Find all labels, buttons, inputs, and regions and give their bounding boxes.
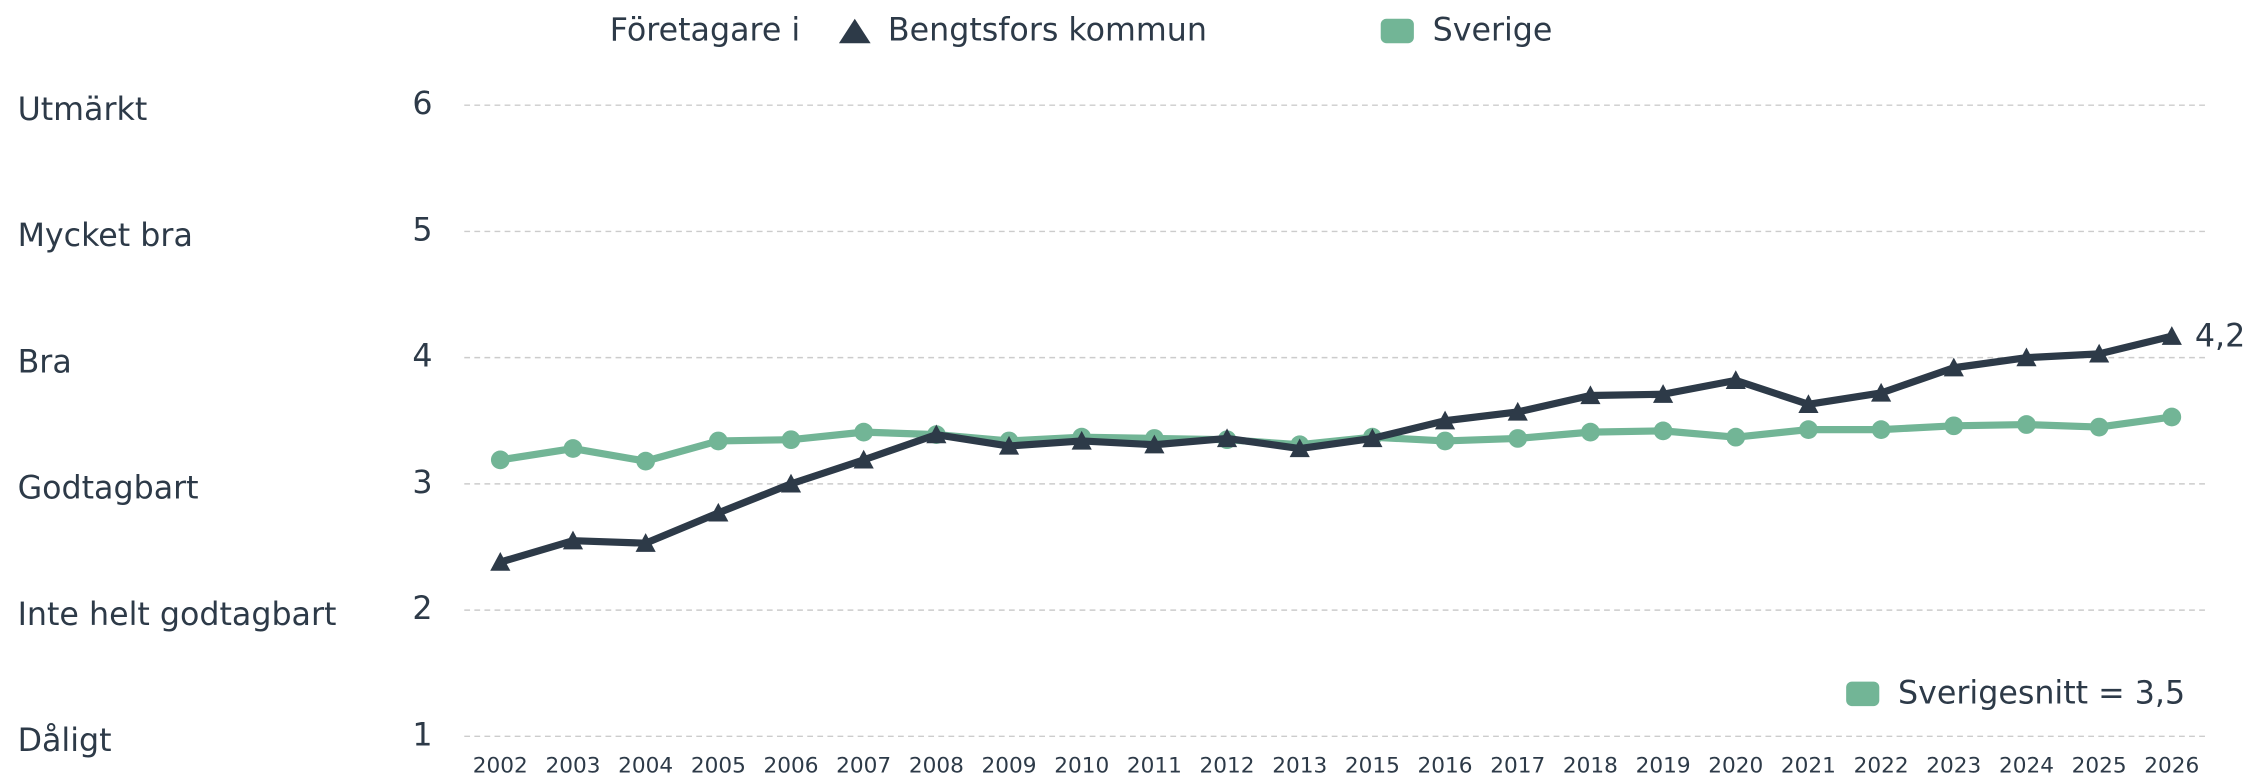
x-tick-label: 2023 (1926, 754, 1981, 779)
x-tick-label: 2024 (1999, 754, 2054, 779)
marker (1725, 370, 1746, 390)
marker (1508, 429, 1528, 448)
marker (636, 451, 656, 471)
marker (1871, 420, 1891, 439)
x-tick-label: 2013 (1272, 754, 1327, 779)
x-tick-label: 2006 (763, 754, 818, 779)
marker (926, 424, 947, 444)
marker (562, 530, 584, 550)
y-tick-label: 1 (412, 717, 432, 753)
marker (853, 449, 874, 469)
marker (1871, 382, 1892, 402)
x-tick-label: 2026 (2144, 754, 2199, 779)
legend-label: Bengtsfors kommun (888, 13, 1207, 49)
marker (2017, 415, 2036, 434)
legend-marker (838, 18, 871, 44)
marker (1726, 427, 1746, 447)
legend-marker (1380, 18, 1414, 44)
x-tick-label: 2015 (1345, 754, 1400, 779)
legend-title: Företagare i (610, 13, 800, 49)
marker (563, 439, 583, 458)
series-line (499, 413, 2173, 465)
y-level-label: Utmärkt (18, 92, 148, 128)
y-level-label: Godtagbart (18, 471, 199, 507)
x-tick-label: 2019 (1636, 754, 1691, 779)
marker (635, 533, 656, 552)
x-tick-label: 2022 (1854, 754, 1909, 779)
marker (1653, 384, 1674, 403)
x-tick-label: 2011 (1127, 754, 1182, 779)
x-tick-label: 2005 (691, 754, 746, 779)
marker (2016, 347, 2037, 367)
y-tick-label: 4 (412, 339, 432, 375)
marker (2161, 326, 2182, 345)
y-level-label: Mycket bra (18, 218, 193, 254)
marker (1943, 357, 1964, 377)
marker (490, 450, 510, 470)
x-tick-label: 2016 (1418, 754, 1473, 779)
marker (1798, 394, 1819, 413)
marker (1435, 431, 1455, 451)
x-tick-label: 2025 (2072, 754, 2127, 779)
y-level-label: Dåligt (18, 722, 112, 759)
marker (1580, 385, 1601, 405)
marker (1507, 401, 1528, 421)
marker (1799, 420, 1818, 439)
x-tick-label: 2008 (909, 754, 964, 779)
y-tick-label: 2 (412, 591, 432, 627)
x-tick-label: 2012 (1200, 754, 1255, 779)
marker (2162, 407, 2182, 427)
marker (1289, 438, 1310, 458)
value-label: 4,2 (2195, 319, 2245, 355)
marker (2089, 417, 2109, 437)
marker (1653, 421, 1673, 441)
marker (490, 552, 511, 571)
x-tick-label: 2021 (1781, 754, 1836, 779)
marker (708, 502, 729, 522)
marker (1944, 416, 1964, 436)
marker (1362, 428, 1383, 448)
marker (1216, 428, 1238, 448)
marker (998, 435, 1020, 455)
x-tick-label: 2002 (473, 754, 528, 779)
x-tick-label: 2003 (545, 754, 600, 779)
marker (854, 422, 874, 442)
marker (1071, 430, 1092, 450)
marker (780, 473, 802, 493)
y-level-label: Inte helt godtagbart (18, 597, 337, 633)
x-tick-label: 2007 (836, 754, 891, 779)
x-tick-label: 2010 (1054, 754, 1109, 779)
marker (781, 430, 801, 450)
legend-label: Sverige (1433, 13, 1553, 49)
annotation: Sverigesnitt = 3,5 (1898, 676, 2185, 712)
y-tick-label: 5 (412, 212, 432, 248)
marker (1434, 410, 1456, 430)
marker (708, 431, 728, 451)
y-tick-label: 3 (412, 465, 432, 501)
annotation-marker (1846, 681, 1880, 707)
x-tick-label: 2020 (1708, 754, 1763, 779)
x-tick-label: 2018 (1563, 754, 1618, 779)
x-tick-label: 2004 (618, 754, 673, 779)
y-tick-label: 6 (412, 86, 432, 122)
series-line (499, 332, 2173, 566)
marker (1581, 422, 1600, 442)
marker (2089, 343, 2110, 363)
y-level-label: Bra (18, 344, 72, 380)
marker (1144, 434, 1165, 454)
x-tick-label: 2009 (982, 754, 1037, 779)
x-tick-label: 2017 (1490, 754, 1545, 779)
